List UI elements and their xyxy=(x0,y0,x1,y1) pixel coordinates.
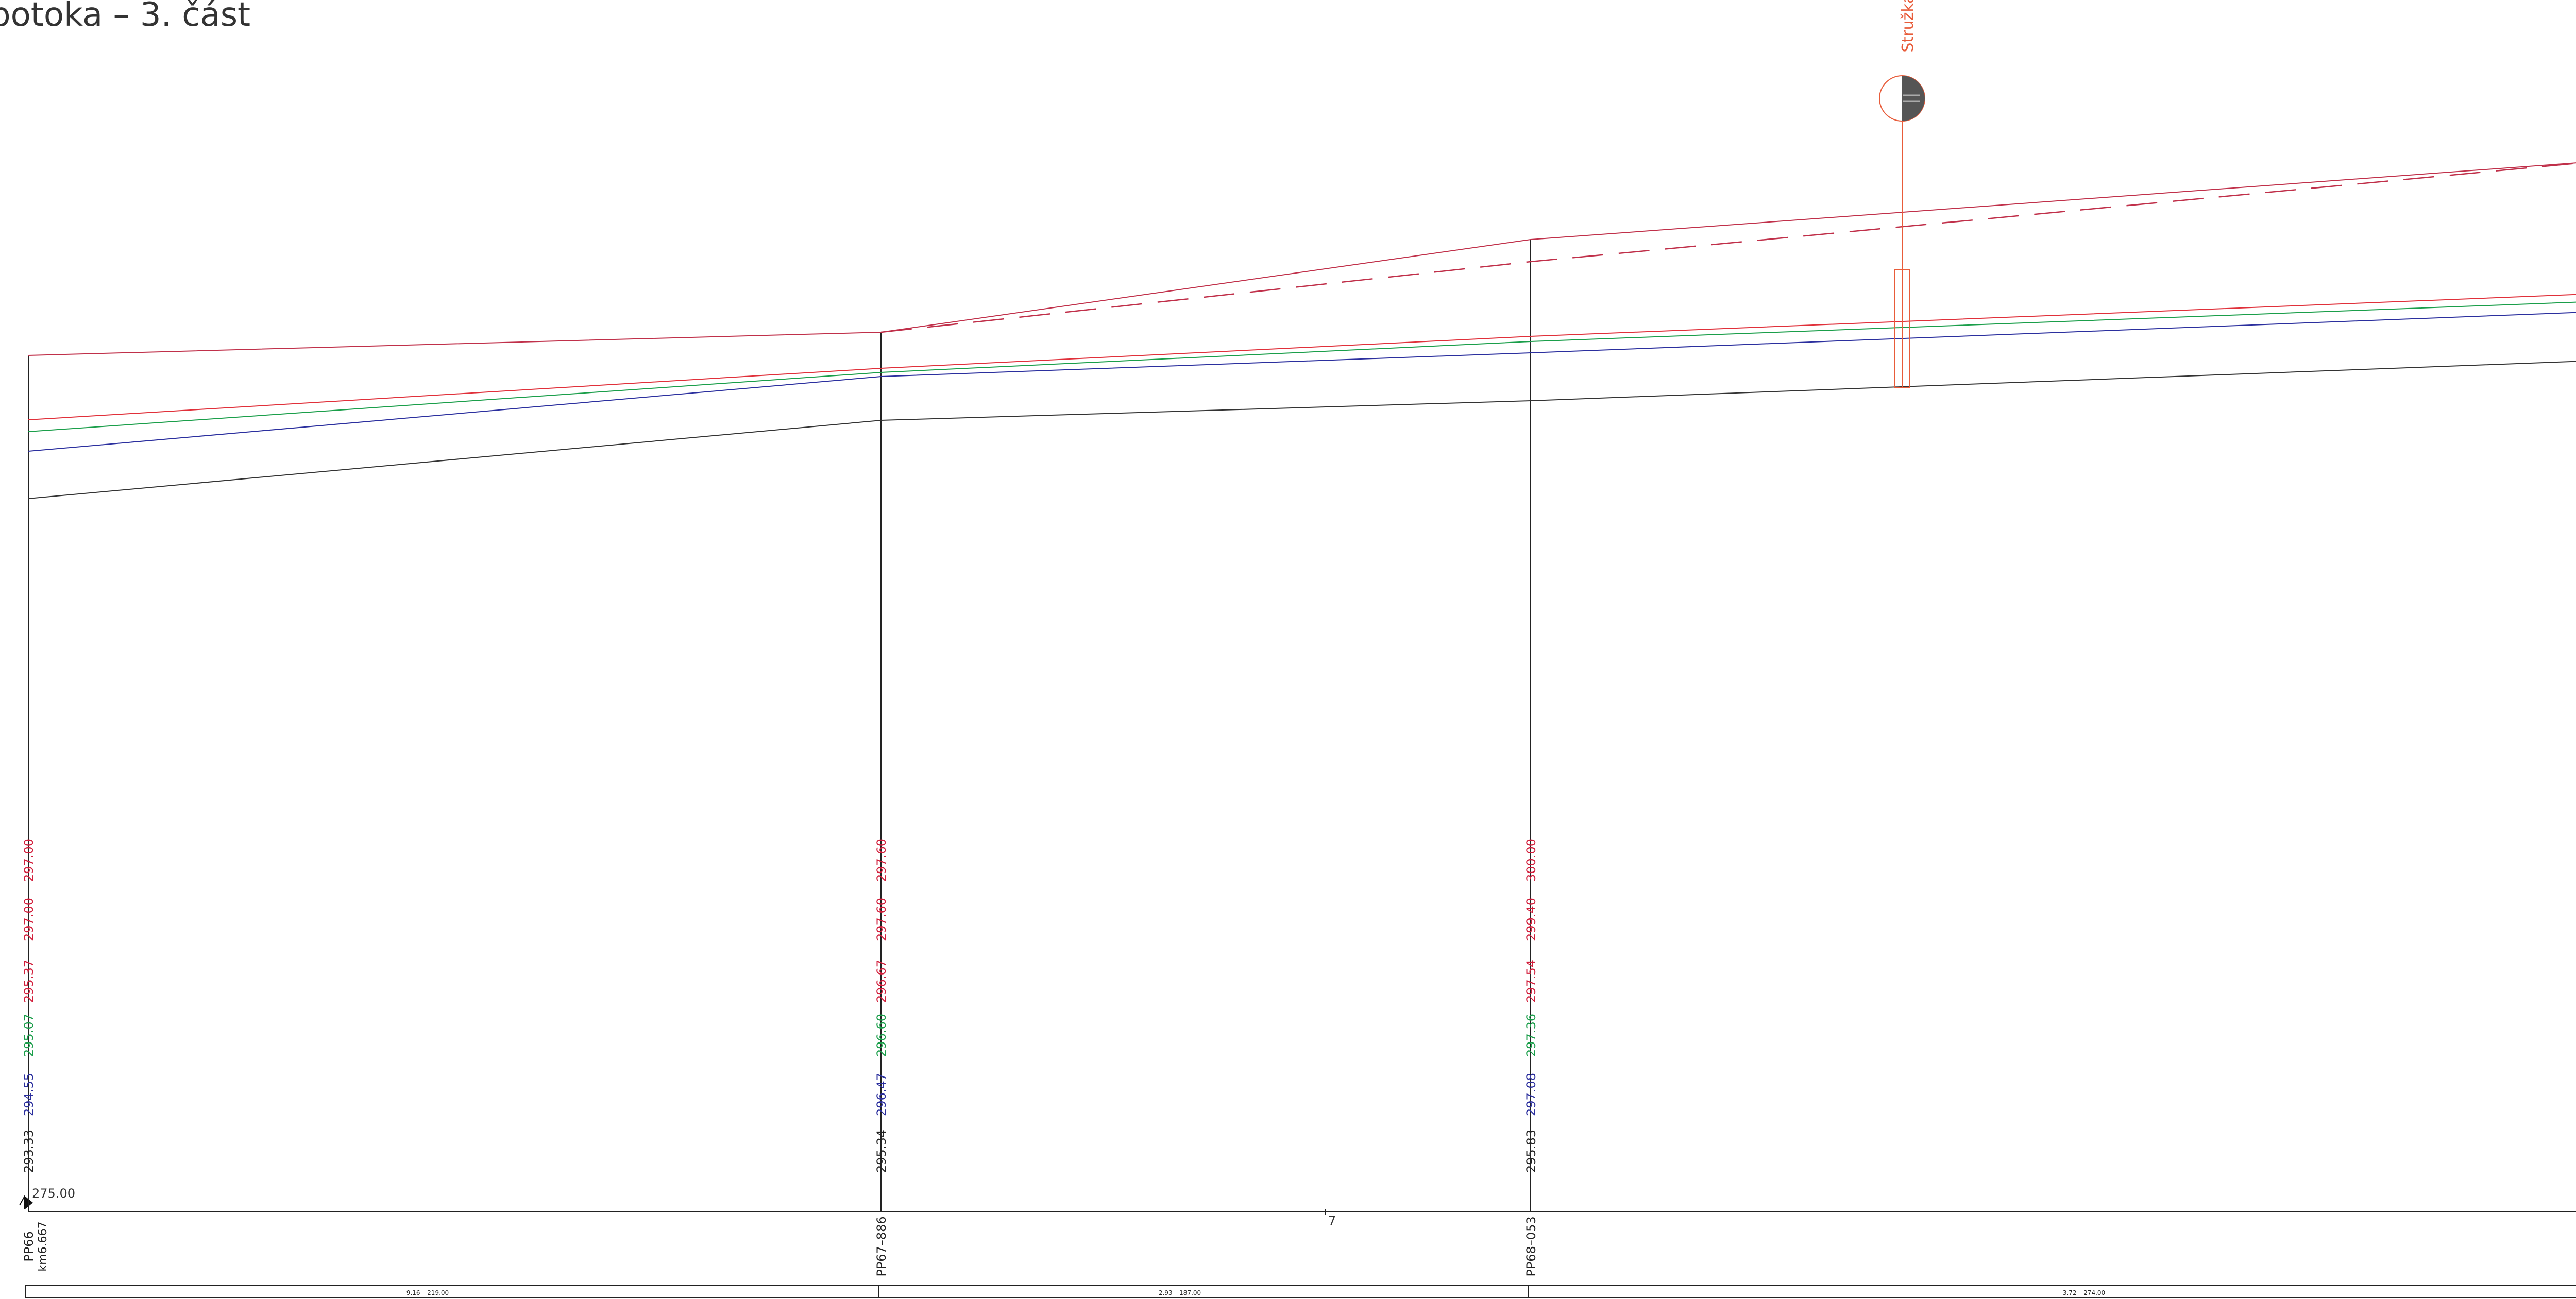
water-level-blue xyxy=(28,312,2576,452)
profile-id-label: PP67–886 xyxy=(874,1216,889,1276)
elevation-label-terrain-top: 297.60 xyxy=(874,839,889,882)
structure-symbol-half xyxy=(1902,76,1925,121)
elevation-label-blue: 294.55 xyxy=(22,1073,36,1116)
design-dashed-line xyxy=(880,162,2576,333)
elevation-label-green: 297.36 xyxy=(1524,1014,1538,1057)
elevation-labels-pp66: 297.00 297.00 295.37 295.07 294.55 293.33 PP66… xyxy=(22,839,49,1272)
structure-box xyxy=(1894,269,1910,388)
profile-id-label: PP68–053 xyxy=(1524,1216,1538,1276)
elevation-labels-pp68: 300.00 299.40 297.54 297.36 297.08 295.83 PP68… xyxy=(1524,839,1538,1277)
segment-label-2: 2.93 – 187.00 xyxy=(1159,1289,1201,1296)
stationing-table xyxy=(25,1285,2576,1298)
elevation-label-green: 295.07 xyxy=(22,1014,36,1057)
structure-name-label: Stružka xyxy=(1899,0,1917,53)
elevation-labels-pp67: 297.60 297.60 296.67 296.60 296.47 295.34 PP67… xyxy=(874,839,889,1277)
profile-id-label: PP66 xyxy=(22,1231,36,1261)
bed-line xyxy=(28,361,2576,499)
segment-label-1: 9.16 – 219.00 xyxy=(406,1289,449,1296)
water-level-green xyxy=(28,301,2576,432)
elevation-label-blue: 297.08 xyxy=(1524,1073,1538,1116)
datum-label: 275.00 xyxy=(32,1186,75,1201)
elevation-label-terrain-top: 297.00 xyxy=(22,839,36,882)
elevation-label-red: 297.54 xyxy=(1524,960,1538,1003)
water-level-red xyxy=(28,294,2576,420)
elevation-label-terrain: 297.60 xyxy=(874,898,889,941)
elevation-label-red: 295.37 xyxy=(22,960,36,1003)
elevation-label-terrain: 297.00 xyxy=(22,898,36,941)
elevation-label-terrain-top: 300.00 xyxy=(1524,839,1538,882)
elevation-label-bed: 295.34 xyxy=(874,1130,889,1173)
datum-triangle-outline xyxy=(19,1194,25,1209)
terrain-line xyxy=(28,162,2576,356)
elevation-label-terrain: 299.40 xyxy=(1524,898,1538,941)
structure-struzka: Stružka xyxy=(1879,0,1925,388)
elevation-label-green: 296.60 xyxy=(874,1014,889,1057)
profile-km-label: km6.667 xyxy=(37,1221,49,1271)
elevation-label-bed: 293.33 xyxy=(22,1130,36,1173)
elevation-label-blue: 296.47 xyxy=(874,1073,889,1116)
elevation-label-bed: 295.83 xyxy=(1524,1130,1538,1173)
center-mark-label: 7 xyxy=(1328,1213,1336,1228)
drawing-title: potoka – 3. část xyxy=(0,0,250,34)
segment-label-3: 3.72 – 274.00 xyxy=(2063,1289,2105,1296)
elevation-label-red: 296.67 xyxy=(874,960,889,1003)
